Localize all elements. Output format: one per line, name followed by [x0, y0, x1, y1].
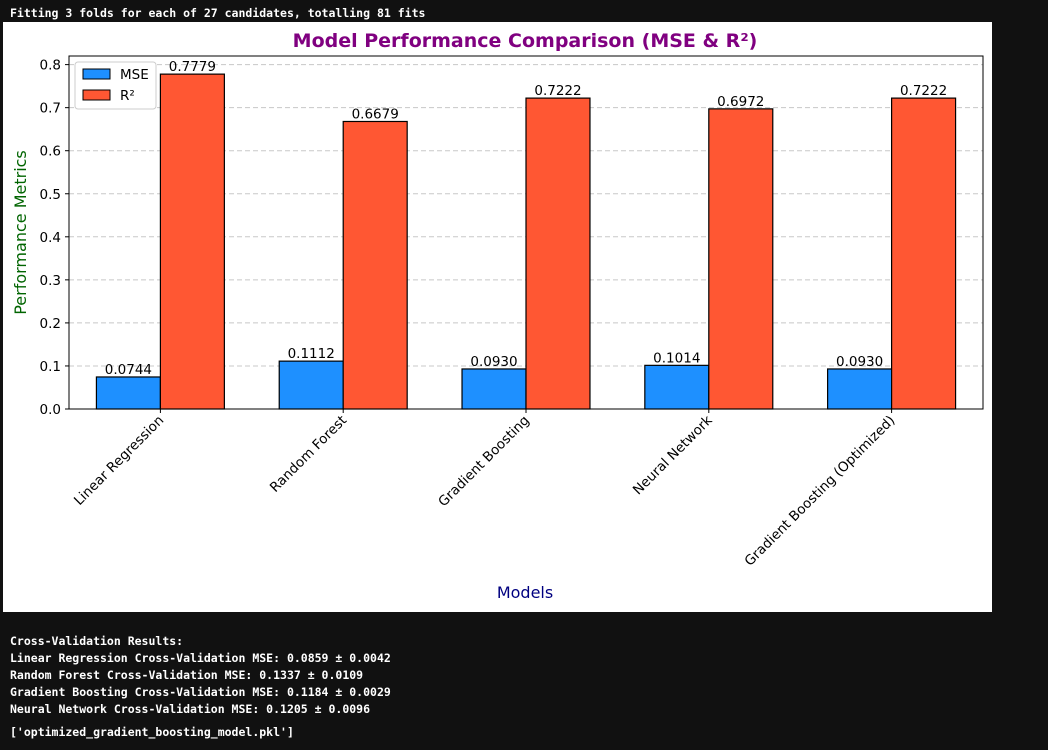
r2-bar — [342, 120, 408, 410]
bar-value-label: 0.0930 — [470, 354, 517, 370]
y-axis-label: Performance Metrics — [11, 150, 30, 315]
x-tick-label: Gradient Boosting (Optimized) — [741, 413, 898, 570]
legend-swatch-r2 — [82, 89, 111, 101]
legend-label: R² — [120, 88, 135, 104]
bar-value-label: 0.0744 — [105, 362, 152, 378]
y-tick-label: 0.3 — [40, 273, 61, 289]
bars — [95, 73, 957, 410]
cv-result-line: Gradient Boosting Cross-Validation MSE: … — [10, 685, 391, 699]
x-tick-label: Gradient Boosting — [435, 413, 533, 511]
mse-bar — [278, 360, 344, 410]
r2-bar — [159, 73, 225, 410]
bar-value-label: 0.1014 — [653, 350, 700, 366]
x-axis-label: Models — [497, 583, 553, 602]
bar-value-label: 0.1112 — [288, 346, 335, 362]
x-tick-label: Random Forest — [267, 413, 350, 496]
console-fit-message: Fitting 3 folds for each of 27 candidate… — [10, 6, 426, 20]
y-tick-label: 0.1 — [40, 359, 61, 375]
bar-value-label: 0.6972 — [717, 94, 764, 110]
cross-validation-output: Cross-Validation Results: Linear Regressi… — [10, 634, 391, 719]
legend-swatch-mse — [82, 68, 111, 80]
mse-bar — [95, 376, 161, 410]
y-tick-label: 0.2 — [40, 316, 61, 332]
y-tick-label: 0.8 — [40, 58, 61, 74]
r2-bar — [890, 97, 957, 410]
cv-result-line: Neural Network Cross-Validation MSE: 0.1… — [10, 702, 371, 716]
plot-frame — [68, 55, 984, 410]
bar-value-label: 0.7222 — [534, 83, 581, 99]
mse-bar — [827, 368, 893, 410]
y-tick-label: 0.6 — [40, 144, 61, 160]
console-return-value: ['optimized_gradient_boosting_model.pkl'… — [10, 725, 294, 739]
bar-value-label: 0.7222 — [900, 83, 947, 99]
value-labels: 0.0744 0.7779 0.1112 0.6679 0.0930 0.7222 0.10… — [105, 59, 947, 378]
chart-figure: Model Performance Comparison (MSE & R²) … — [3, 22, 992, 612]
bar-value-label: 0.7779 — [169, 59, 216, 75]
y-tick-label: 0.0 — [40, 402, 61, 418]
cv-results-heading: Cross-Validation Results: — [10, 634, 184, 648]
cv-result-line: Linear Regression Cross-Validation MSE: … — [10, 651, 391, 665]
y-tick-label: 0.5 — [40, 187, 61, 203]
r2-bar — [708, 108, 774, 410]
chart-title: Model Performance Comparison (MSE & R²) — [293, 30, 758, 52]
cv-result-line: Random Forest Cross-Validation MSE: 0.13… — [10, 668, 364, 682]
bar-chart: Model Performance Comparison (MSE & R²) … — [11, 30, 984, 602]
bar-value-label: 0.0930 — [836, 354, 883, 370]
x-tick-label: Neural Network — [630, 412, 716, 498]
r2-bar — [525, 97, 591, 410]
x-tick-label: Linear Regression — [71, 413, 167, 509]
mse-bar — [461, 368, 527, 410]
bar-value-label: 0.6679 — [352, 106, 399, 122]
y-tick-label: 0.7 — [40, 101, 61, 117]
y-tick-label: 0.4 — [40, 230, 61, 246]
mse-bar — [644, 364, 710, 410]
legend-label: MSE — [120, 67, 149, 83]
legend: MSE R² — [74, 61, 157, 110]
